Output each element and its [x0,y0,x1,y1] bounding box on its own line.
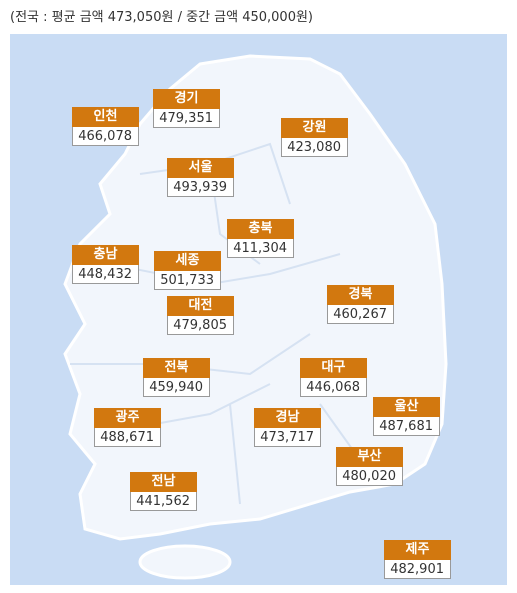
region-name: 광주 [94,408,161,428]
region-value: 480,020 [336,467,403,486]
region-label: 경기 479,351 [153,89,220,128]
region-value: 479,351 [153,109,220,128]
region-value: 493,939 [167,178,234,197]
region-name: 경기 [153,89,220,109]
region-value: 487,681 [373,417,440,436]
region-name: 전남 [130,472,197,492]
region-value: 479,805 [167,316,234,335]
jeju-island [138,544,232,580]
region-name: 강원 [281,118,348,138]
region-value: 488,671 [94,428,161,447]
region-value: 501,733 [154,271,221,290]
region-label: 대전 479,805 [167,296,234,335]
region-name: 서울 [167,158,234,178]
region-value: 441,562 [130,492,197,511]
region-label: 경남 473,717 [254,408,321,447]
region-value: 473,717 [254,428,321,447]
region-name: 부산 [336,447,403,467]
region-label: 대구 446,068 [300,358,367,397]
region-value: 411,304 [227,239,294,258]
region-name: 대구 [300,358,367,378]
region-name: 경북 [327,285,394,305]
region-label: 강원 423,080 [281,118,348,157]
region-name: 인천 [72,107,139,127]
region-value: 459,940 [143,378,210,397]
region-label: 제주 482,901 [384,540,451,579]
region-label: 서울 493,939 [167,158,234,197]
region-value: 423,080 [281,138,348,157]
region-label: 광주 488,671 [94,408,161,447]
region-label: 전북 459,940 [143,358,210,397]
region-name: 세종 [154,251,221,271]
region-value: 446,068 [300,378,367,397]
header-title: (전국 : 평균 금액 473,050원 / 중간 금액 450,000원) [10,10,313,25]
region-name: 전북 [143,358,210,378]
region-value: 460,267 [327,305,394,324]
region-label: 울산 487,681 [373,397,440,436]
region-name: 대전 [167,296,234,316]
region-name: 충남 [72,245,139,265]
region-name: 울산 [373,397,440,417]
region-label: 인천 466,078 [72,107,139,146]
region-name: 제주 [384,540,451,560]
region-label: 충북 411,304 [227,219,294,258]
region-value: 482,901 [384,560,451,579]
region-label: 전남 441,562 [130,472,197,511]
region-label: 부산 480,020 [336,447,403,486]
region-value: 448,432 [72,265,139,284]
region-label: 충남 448,432 [72,245,139,284]
region-value: 466,078 [72,127,139,146]
region-name: 경남 [254,408,321,428]
region-label: 세종 501,733 [154,251,221,290]
region-label: 경북 460,267 [327,285,394,324]
region-name: 충북 [227,219,294,239]
